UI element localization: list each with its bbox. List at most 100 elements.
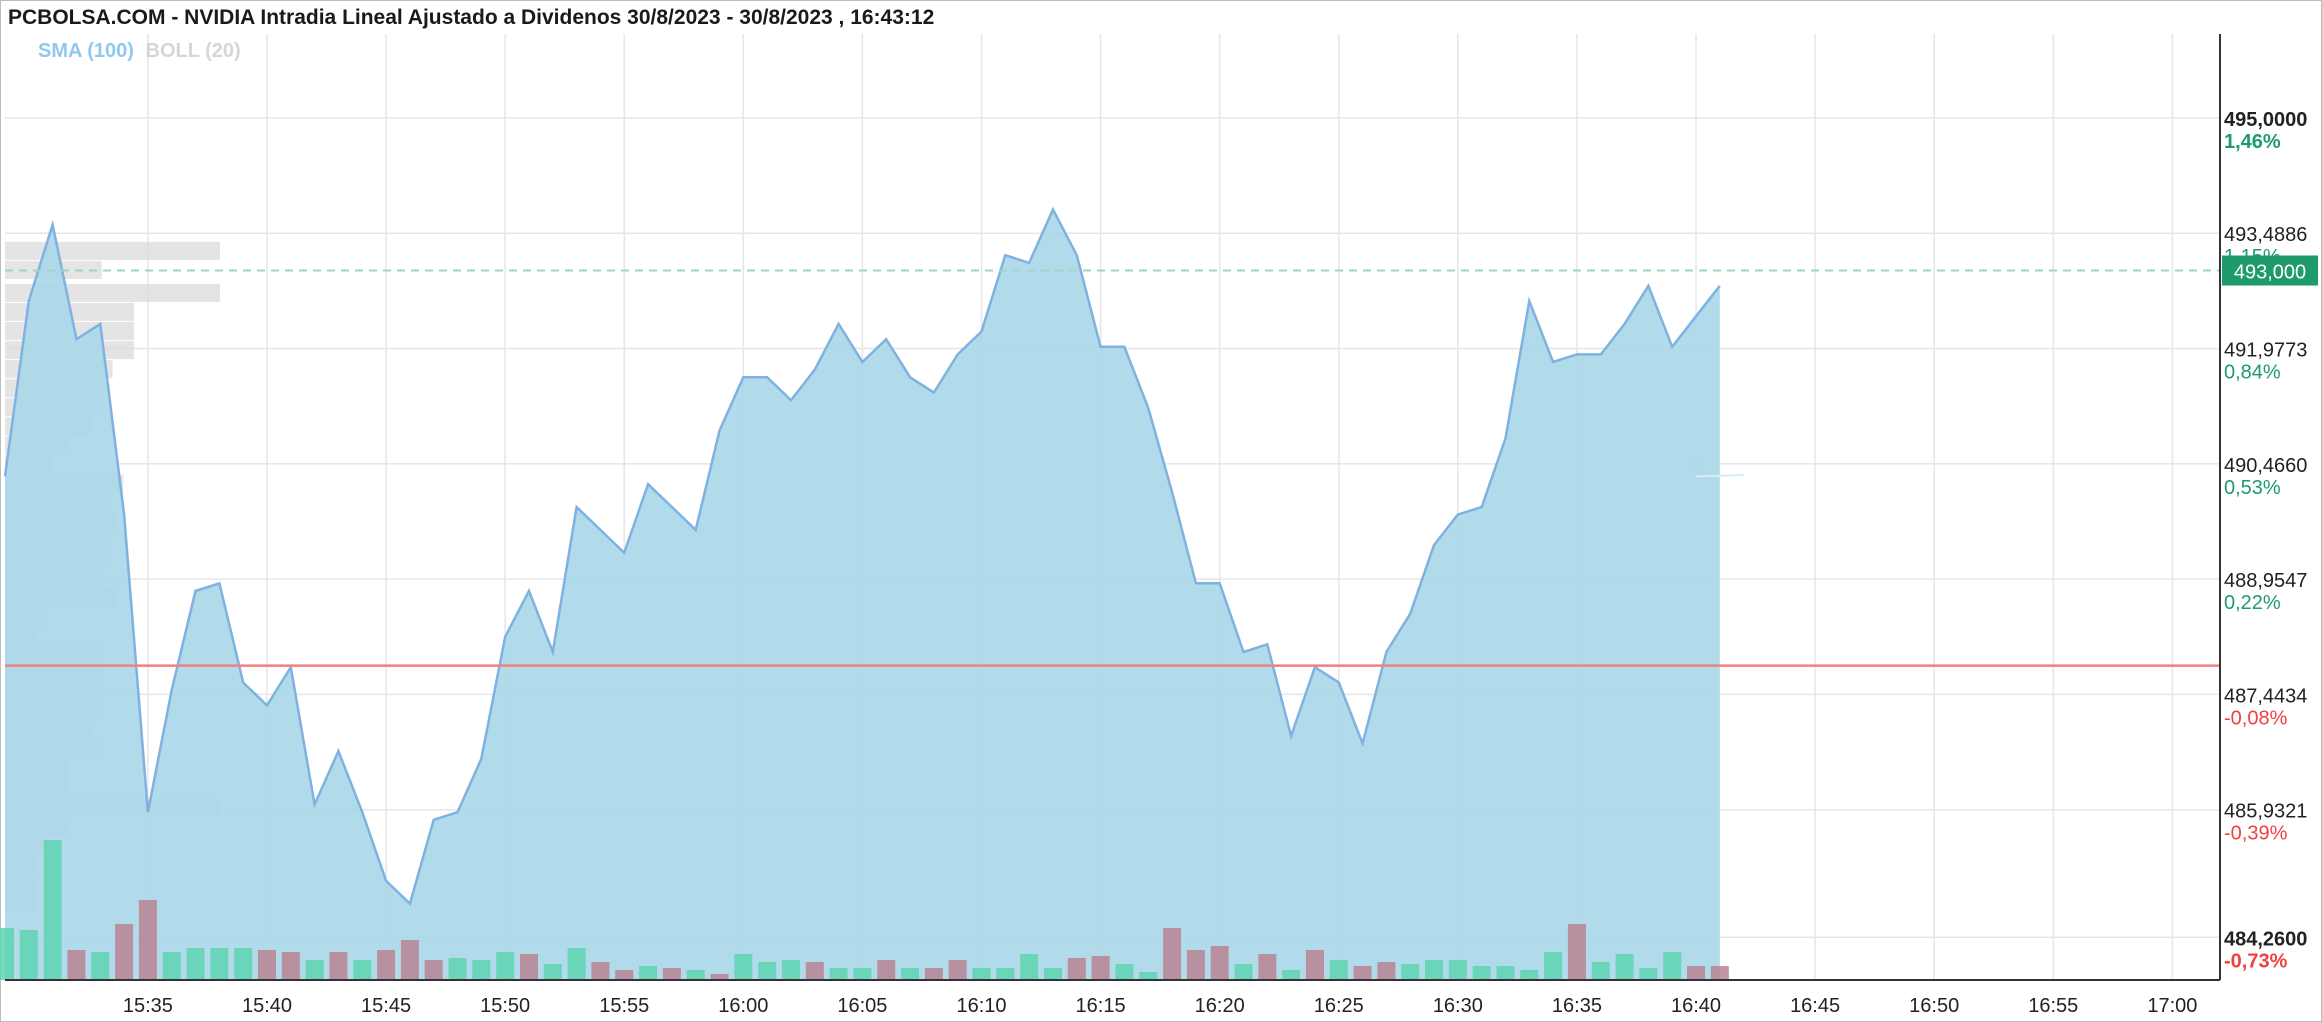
- x-tick-label: 16:40: [1671, 995, 1721, 1017]
- volume-bar: [1710, 966, 1729, 980]
- x-tick-label: 16:05: [837, 995, 887, 1017]
- volume-bar: [948, 960, 967, 980]
- volume-bar: [1210, 946, 1229, 980]
- y-tick-label: 495,0000: [2224, 109, 2307, 131]
- x-tick-label: 16:00: [718, 995, 768, 1017]
- volume-bar: [377, 950, 396, 980]
- volume-bar: [1448, 960, 1467, 980]
- volume-bar: [1377, 962, 1396, 980]
- volume-bar: [710, 974, 729, 980]
- y-tick-label: 484,2600: [2224, 928, 2307, 950]
- volume-bar: [353, 960, 372, 980]
- x-tick-label: 16:30: [1433, 995, 1483, 1017]
- volume-bar: [1258, 954, 1277, 980]
- volume-bar: [1186, 950, 1205, 980]
- volume-bar: [257, 950, 276, 980]
- volume-bar: [1663, 952, 1682, 980]
- volume-bar: [1091, 956, 1110, 980]
- y-tick-label: 490,4660: [2224, 455, 2307, 477]
- volume-bar: [901, 968, 920, 980]
- volume-bar: [1139, 972, 1158, 980]
- volume-bar: [1520, 970, 1539, 980]
- sma-indicator-toggle[interactable]: SMA (100): [38, 40, 134, 62]
- y-tick-pct-label: 1,46%: [2224, 131, 2281, 153]
- y-tick-label: 488,9547: [2224, 570, 2307, 592]
- volume-bar: [1282, 970, 1301, 980]
- y-tick-label: 493,4886: [2224, 224, 2307, 246]
- y-tick-label: 487,4434: [2224, 685, 2307, 707]
- volume-bar: [972, 968, 991, 980]
- volume-bar: [924, 968, 943, 980]
- volume-bar: [115, 924, 134, 980]
- x-tick-label: 15:35: [123, 995, 173, 1017]
- volume-bar: [1020, 954, 1039, 980]
- x-tick-label: 15:45: [361, 995, 411, 1017]
- volume-bar: [519, 954, 538, 980]
- volume-bar: [210, 948, 229, 980]
- volume-bar: [67, 950, 86, 980]
- volume-bar: [1234, 964, 1253, 980]
- y-tick-label: 485,9321: [2224, 801, 2307, 823]
- volume-bar: [1305, 950, 1324, 980]
- x-tick-label: 16:10: [956, 995, 1006, 1017]
- y-tick-pct-label: -0,08%: [2224, 707, 2288, 729]
- volume-bar: [1544, 952, 1563, 980]
- volume-bar: [472, 960, 491, 980]
- x-tick-label: 16:50: [1909, 995, 1959, 1017]
- current-price-label: 493,000: [2234, 262, 2306, 284]
- volume-bar: [400, 940, 419, 980]
- volume-bar: [591, 962, 610, 980]
- volume-bar: [1329, 960, 1348, 980]
- volume-bar: [758, 962, 777, 980]
- volume-bar: [1472, 966, 1491, 980]
- volume-bar: [1425, 960, 1444, 980]
- volume-bar: [1639, 968, 1658, 980]
- x-tick-label: 17:00: [2147, 995, 2197, 1017]
- x-tick-label: 16:25: [1314, 995, 1364, 1017]
- x-tick-label: 15:50: [480, 995, 530, 1017]
- volume-bar: [234, 948, 253, 980]
- volume-bar: [639, 966, 658, 980]
- y-tick-pct-label: -0,39%: [2224, 823, 2288, 845]
- x-tick-label: 16:35: [1552, 995, 1602, 1017]
- x-tick-label: 16:20: [1195, 995, 1245, 1017]
- volume-bar: [496, 952, 515, 980]
- volume-bar: [615, 970, 634, 980]
- price-area: [5, 209, 1720, 980]
- volume-bar: [996, 968, 1015, 980]
- volume-bar: [305, 960, 324, 980]
- volume-bar: [543, 964, 562, 980]
- volume-bar: [662, 968, 681, 980]
- y-tick-pct-label: 0,84%: [2224, 362, 2281, 384]
- volume-bar: [734, 954, 753, 980]
- volume-bar: [1353, 966, 1372, 980]
- x-tick-label: 15:55: [599, 995, 649, 1017]
- volume-bar: [853, 968, 872, 980]
- boll-indicator-toggle[interactable]: BOLL (20): [145, 40, 241, 62]
- chart-title: PCBOLSA.COM - NVIDIA Intradia Lineal Aju…: [8, 6, 935, 29]
- volume-bar: [1591, 962, 1610, 980]
- volume-bar: [1067, 958, 1086, 980]
- volume-bar: [281, 952, 300, 980]
- volume-bar: [138, 900, 157, 980]
- volume-bar: [1401, 964, 1420, 980]
- volume-bar: [1163, 928, 1182, 980]
- y-tick-pct-label: 0,22%: [2224, 592, 2281, 614]
- volume-bar: [424, 960, 443, 980]
- volume-bar: [1496, 966, 1515, 980]
- volume-bar: [686, 970, 705, 980]
- volume-bar: [829, 968, 848, 980]
- volume-bar: [91, 952, 110, 980]
- volume-bar: [1043, 968, 1062, 980]
- volume-bar: [1115, 964, 1134, 980]
- volume-profile-bar: [5, 241, 220, 260]
- y-tick-pct-label: -0,73%: [2224, 950, 2288, 972]
- volume-bar: [1615, 954, 1634, 980]
- volume-bar: [448, 958, 467, 980]
- sma-line: [1695, 473, 1744, 478]
- y-tick-label: 491,9773: [2224, 340, 2307, 362]
- volume-bar: [19, 930, 38, 980]
- volume-bar: [805, 962, 824, 980]
- volume-bar: [0, 928, 14, 980]
- x-tick-label: 16:45: [1790, 995, 1840, 1017]
